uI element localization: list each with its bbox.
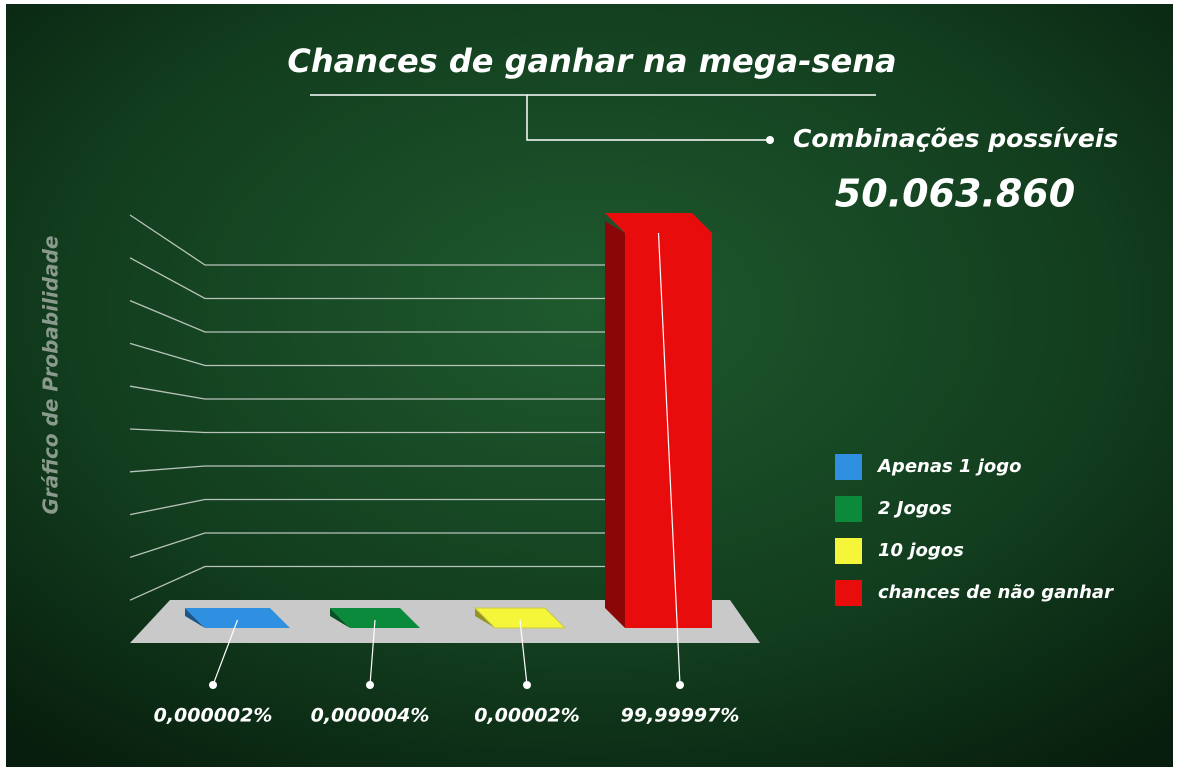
leader-line: [369, 619, 376, 686]
bar: [625, 233, 712, 628]
y-axis-label: Gráfico de Probabilidade: [39, 236, 63, 515]
grid-line: [129, 465, 605, 473]
leader-dot: [523, 681, 531, 689]
value-label: 0,000004%: [311, 705, 430, 727]
grid-line: [129, 214, 605, 266]
connector-dot: [766, 136, 774, 144]
grid-line: [129, 532, 605, 559]
grid-line: [129, 498, 605, 516]
bar-side: [605, 221, 625, 628]
leader-dot: [676, 681, 684, 689]
leader-dot: [209, 681, 217, 689]
legend-label: Apenas 1 jogo: [876, 456, 1022, 477]
grid-line: [129, 385, 605, 400]
leader-dot: [366, 681, 374, 689]
leader-line: [657, 232, 681, 686]
bar-top: [605, 213, 712, 234]
subtitle: Combinações possíveis: [793, 124, 1118, 153]
value-label: 99,99997%: [621, 705, 740, 727]
background: [6, 4, 1173, 767]
floor: [130, 600, 760, 643]
grid-line: [129, 565, 605, 601]
legend-label: 10 jogos: [878, 540, 964, 561]
grid-line: [129, 428, 605, 434]
legend-swatch: [835, 580, 862, 606]
connector: [526, 95, 770, 141]
grid-line: [129, 300, 605, 333]
leader-line: [212, 619, 239, 686]
value-label: 0,00002%: [474, 705, 580, 727]
annotation: 50.063.860: [835, 172, 1075, 216]
legend-label: chances de não ganhar: [878, 582, 1114, 603]
legend-swatch: [835, 496, 862, 522]
grid-line: [129, 257, 605, 300]
bar-top: [330, 608, 420, 628]
chart-title: Chances de ganhar na mega-sena: [287, 42, 896, 80]
grid-line: [129, 342, 605, 367]
bar-top: [185, 608, 290, 628]
legend-swatch: [835, 538, 862, 564]
legend-swatch: [835, 454, 862, 480]
leader-line: [519, 619, 528, 686]
bar-top: [473, 607, 567, 629]
legend-label: 2 Jogos: [878, 498, 952, 519]
value-label: 0,000002%: [154, 705, 273, 727]
